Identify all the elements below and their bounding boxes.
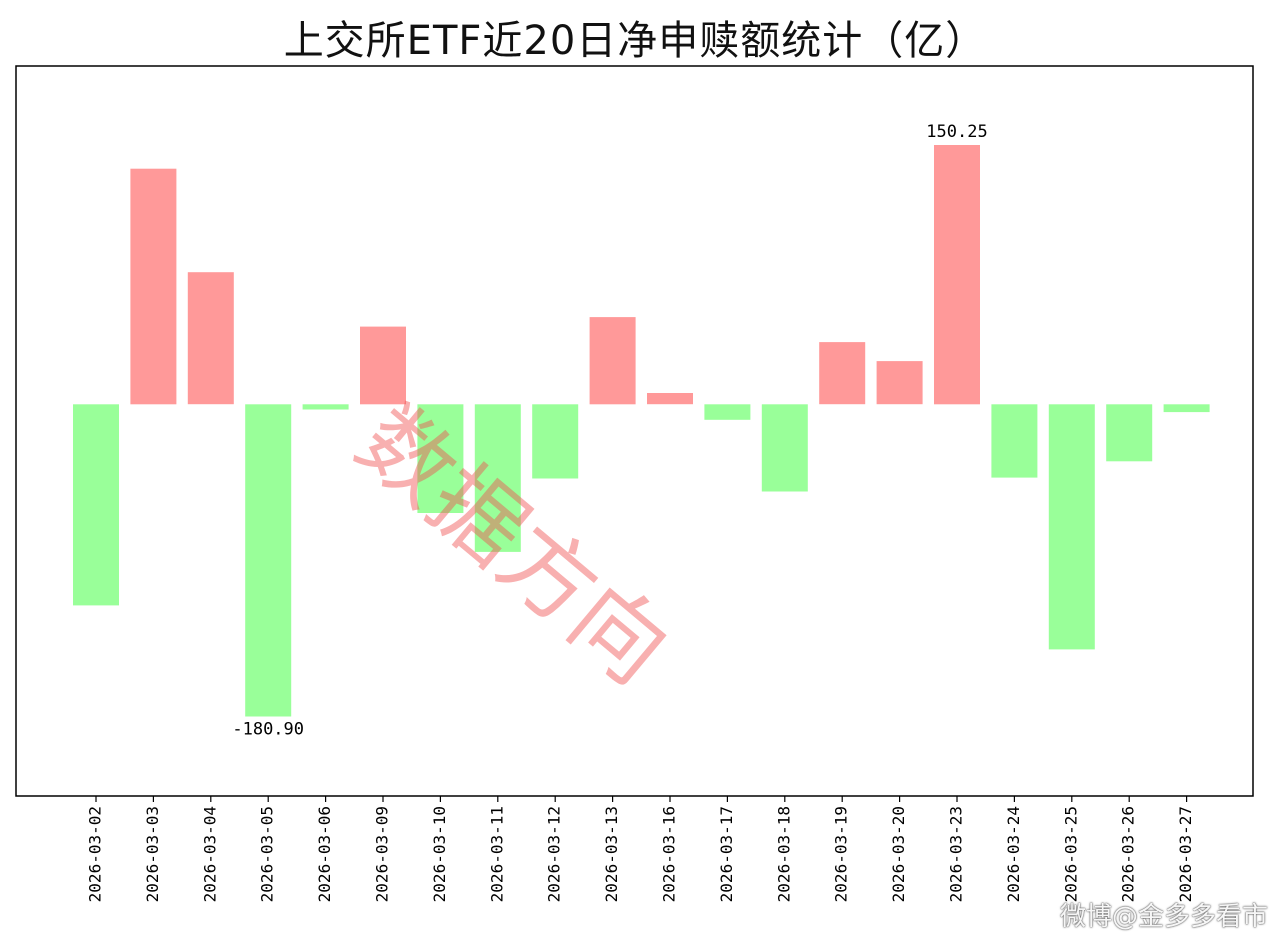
bar-2026-03-03	[130, 168, 177, 405]
bar-2026-03-27	[1163, 404, 1210, 413]
x-tick-label: 2026-03-16	[660, 806, 679, 902]
x-tick-label: 2026-03-12	[545, 806, 564, 902]
x-tick-label: 2026-03-24	[1004, 806, 1023, 902]
x-tick-label: 2026-03-20	[889, 806, 908, 902]
bar-2026-03-24	[991, 404, 1038, 478]
x-tick-label: 2026-03-04	[200, 806, 219, 902]
bar-2026-03-16	[647, 393, 693, 405]
data-labels: 150.25 -180.90	[232, 122, 987, 739]
bar-2026-03-20	[876, 361, 923, 405]
bar-2026-03-09	[360, 326, 406, 405]
bar-2026-03-18	[761, 404, 808, 492]
source-credit: 微博@金多多看市	[1059, 902, 1268, 932]
x-tick-label: 2026-03-23	[947, 806, 966, 902]
bar-2026-03-05	[245, 404, 292, 717]
bar-2026-03-06	[302, 404, 349, 410]
x-tick-label: 2026-03-11	[487, 806, 506, 902]
x-tick-label: 2026-03-13	[602, 806, 621, 902]
x-tick-label: 2026-03-25	[1061, 806, 1080, 902]
x-tick-label: 2026-03-10	[430, 806, 449, 902]
bar-2026-03-10	[417, 404, 464, 513]
data-label-2026-03-23: 150.25	[926, 122, 987, 142]
bar-2026-03-02	[73, 404, 119, 606]
x-tick-label: 2026-03-05	[258, 806, 277, 902]
x-tick-label: 2026-03-19	[832, 806, 851, 902]
x-tick-label: 2026-03-17	[717, 806, 736, 902]
plot-area-frame	[15, 65, 1254, 797]
x-tick-label: 2026-03-03	[143, 806, 162, 902]
bar-2026-03-17	[704, 404, 751, 420]
bar-2026-03-12	[532, 404, 579, 479]
chart-title: 上交所ETF近20日净申赎额统计（亿）	[283, 18, 987, 64]
bar-2026-03-23	[934, 145, 980, 405]
x-tick-label: 2026-03-02	[86, 806, 105, 902]
x-tick-label: 2026-03-27	[1176, 806, 1195, 902]
bar-2026-03-04	[187, 272, 234, 405]
x-tick-label: 2026-03-18	[774, 806, 793, 902]
bar-2026-03-19	[819, 342, 866, 405]
bar-2026-03-26	[1106, 404, 1153, 462]
bar-2026-03-11	[474, 404, 521, 552]
x-tick-label: 2026-03-06	[315, 806, 334, 902]
bar-2026-03-13	[589, 317, 636, 405]
x-tick-label: 2026-03-26	[1119, 806, 1138, 902]
data-label-2026-03-05: -180.90	[232, 719, 304, 739]
bars-group	[73, 145, 1210, 717]
bar-2026-03-25	[1048, 404, 1095, 650]
x-axis-ticks: 2026-03-02 2026-03-03 2026-03-04 2026-03-05…	[86, 796, 1195, 902]
x-tick-label: 2026-03-09	[373, 806, 392, 902]
